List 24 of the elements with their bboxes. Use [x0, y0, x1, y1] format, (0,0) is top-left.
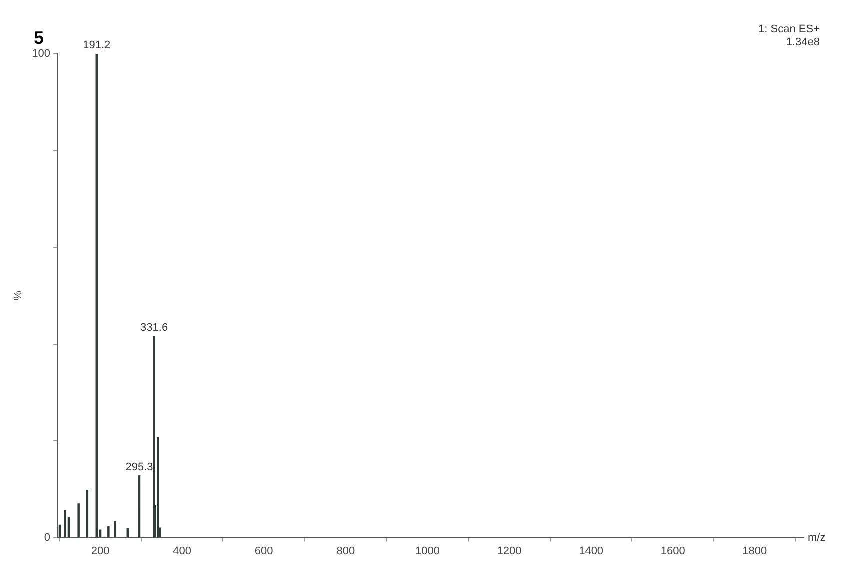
y-tick-label: 0 [44, 532, 51, 544]
x-tick-label: 1800 [742, 545, 768, 558]
bar [64, 510, 66, 538]
x-tick-label: 1600 [660, 545, 686, 558]
x-tick-label: 1200 [497, 545, 522, 558]
annotation: 191.2 [83, 40, 111, 52]
bar [153, 336, 156, 538]
annotation: 331.6 [140, 322, 168, 334]
x-tick-label: 200 [91, 545, 110, 558]
x-axis-title: m/z [808, 532, 826, 544]
text: 1.34e8 [786, 36, 820, 49]
y-tick-label: 100 [32, 48, 51, 60]
annotation: 295.3 [126, 461, 154, 474]
bar [108, 526, 110, 538]
bar [114, 521, 116, 538]
x-tick-label: 400 [173, 545, 192, 558]
y-axis-title: % [12, 290, 25, 301]
x-tick-label: 600 [254, 545, 274, 558]
text: 1: Scan ES+ [758, 24, 820, 36]
bar [78, 504, 80, 538]
x-tick-label: 1400 [579, 545, 604, 558]
x-tick-label: 1000 [415, 545, 440, 558]
x-tick-label: 800 [336, 545, 356, 558]
chart-title: 5 [34, 28, 44, 48]
